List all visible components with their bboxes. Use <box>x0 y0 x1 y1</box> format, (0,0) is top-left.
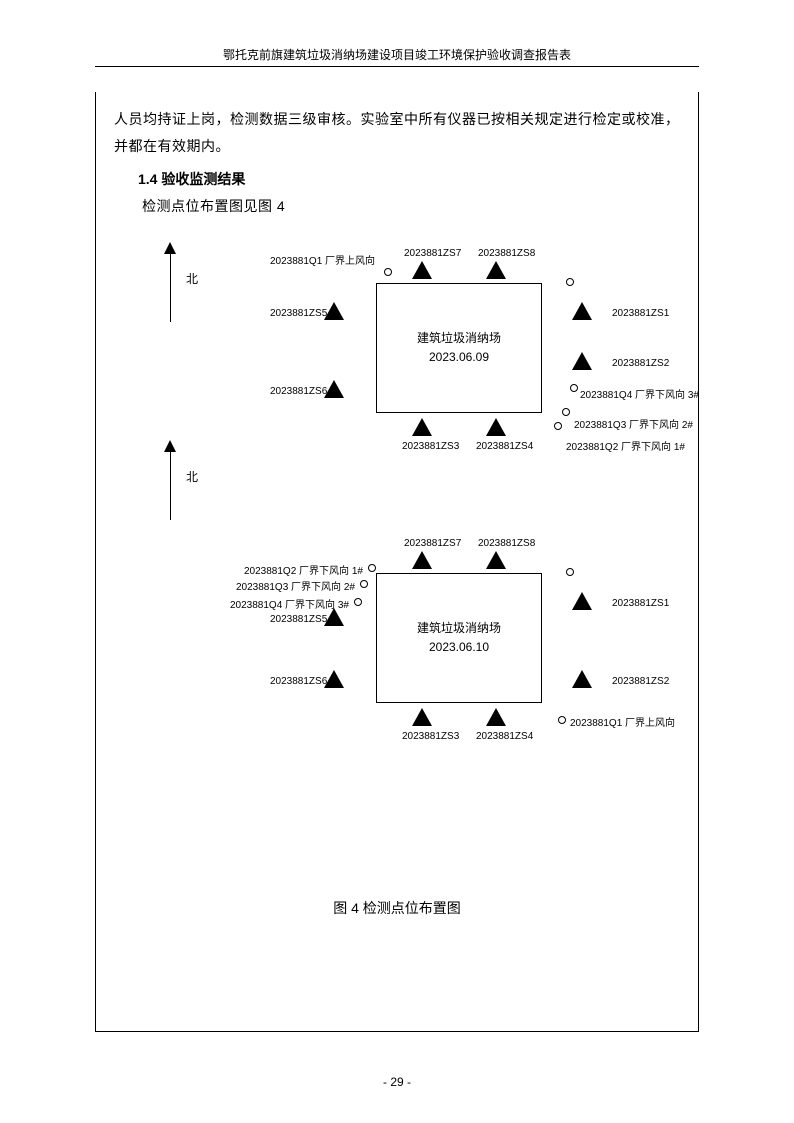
point-label: 2023881Q1 厂界上风向 <box>270 252 375 267</box>
point-label: 2023881ZS3 <box>402 441 459 452</box>
point-label: 2023881ZS7 <box>404 538 461 549</box>
point-label: 2023881ZS5 <box>270 308 327 319</box>
site-date: 2023.06.10 <box>377 638 541 657</box>
point-label: 2023881ZS1 <box>612 308 669 319</box>
site-name: 建筑垃圾消纳场 <box>377 619 541 638</box>
circle-marker-icon <box>554 422 562 430</box>
triangle-marker-icon <box>572 302 592 320</box>
triangle-marker-icon <box>412 551 432 569</box>
point-label: 2023881ZS2 <box>612 358 669 369</box>
triangle-marker-icon <box>486 261 506 279</box>
point-label: 2023881Q1 厂界上风向 <box>570 714 675 729</box>
circle-marker-icon <box>566 568 574 576</box>
triangle-marker-icon <box>412 708 432 726</box>
figure-layout-diagram: 图 4 检测点位布置图 北建筑垃圾消纳场2023.06.092023881ZS7… <box>114 220 680 860</box>
triangle-marker-icon <box>572 352 592 370</box>
content-box: 人员均持证上岗，检测数据三级审核。实验室中所有仪器已按相关规定进行检定或校准，并… <box>95 92 699 1032</box>
point-label: 2023881ZS1 <box>612 598 669 609</box>
triangle-marker-icon <box>572 592 592 610</box>
point-label: 2023881ZS7 <box>404 248 461 259</box>
point-label: 2023881Q2 厂界下风向 1# <box>244 562 363 577</box>
point-label: 2023881ZS4 <box>476 731 533 742</box>
page: 鄂托克前旗建筑垃圾消纳场建设项目竣工环境保护验收调查报告表 人员均持证上岗，检测… <box>0 0 794 1123</box>
header-rule <box>95 66 699 67</box>
site-box: 建筑垃圾消纳场2023.06.10 <box>376 573 542 703</box>
point-label: 2023881ZS5 <box>270 614 327 625</box>
circle-marker-icon <box>558 716 566 724</box>
point-label: 2023881ZS8 <box>478 248 535 259</box>
circle-marker-icon <box>566 278 574 286</box>
figure-caption: 图 4 检测点位布置图 <box>114 898 680 918</box>
triangle-marker-icon <box>486 418 506 436</box>
point-label: 2023881ZS6 <box>270 676 327 687</box>
point-label: 2023881ZS3 <box>402 731 459 742</box>
point-label: 2023881Q3 厂界下风向 2# <box>574 416 693 431</box>
point-label: 2023881ZS8 <box>478 538 535 549</box>
page-number: - 29 - <box>0 1075 794 1089</box>
triangle-marker-icon <box>486 551 506 569</box>
circle-marker-icon <box>384 268 392 276</box>
site-box: 建筑垃圾消纳场2023.06.09 <box>376 283 542 413</box>
point-label: 2023881Q4 厂界下风向 3# <box>580 386 699 401</box>
para-1: 人员均持证上岗，检测数据三级审核。实验室中所有仪器已按相关规定进行检定或校准，并… <box>114 106 680 159</box>
point-label: 2023881Q4 厂界下风向 3# <box>230 596 349 611</box>
para-2: 检测点位布置图见图 4 <box>114 193 680 220</box>
site-name: 建筑垃圾消纳场 <box>377 329 541 348</box>
circle-marker-icon <box>562 408 570 416</box>
point-label: 2023881ZS4 <box>476 441 533 452</box>
north-label: 北 <box>186 468 198 485</box>
circle-marker-icon <box>570 384 578 392</box>
circle-marker-icon <box>368 564 376 572</box>
point-label: 2023881Q3 厂界下风向 2# <box>236 578 355 593</box>
triangle-marker-icon <box>412 261 432 279</box>
page-header: 鄂托克前旗建筑垃圾消纳场建设项目竣工环境保护验收调查报告表 <box>0 46 794 63</box>
point-label: 2023881ZS6 <box>270 386 327 397</box>
point-label: 2023881ZS2 <box>612 676 669 687</box>
circle-marker-icon <box>354 598 362 606</box>
triangle-marker-icon <box>572 670 592 688</box>
triangle-marker-icon <box>412 418 432 436</box>
circle-marker-icon <box>360 580 368 588</box>
section-heading: 1.4 验收监测结果 <box>138 169 680 189</box>
point-label: 2023881Q2 厂界下风向 1# <box>566 438 685 453</box>
triangle-marker-icon <box>486 708 506 726</box>
north-label: 北 <box>186 270 198 287</box>
site-date: 2023.06.09 <box>377 348 541 367</box>
